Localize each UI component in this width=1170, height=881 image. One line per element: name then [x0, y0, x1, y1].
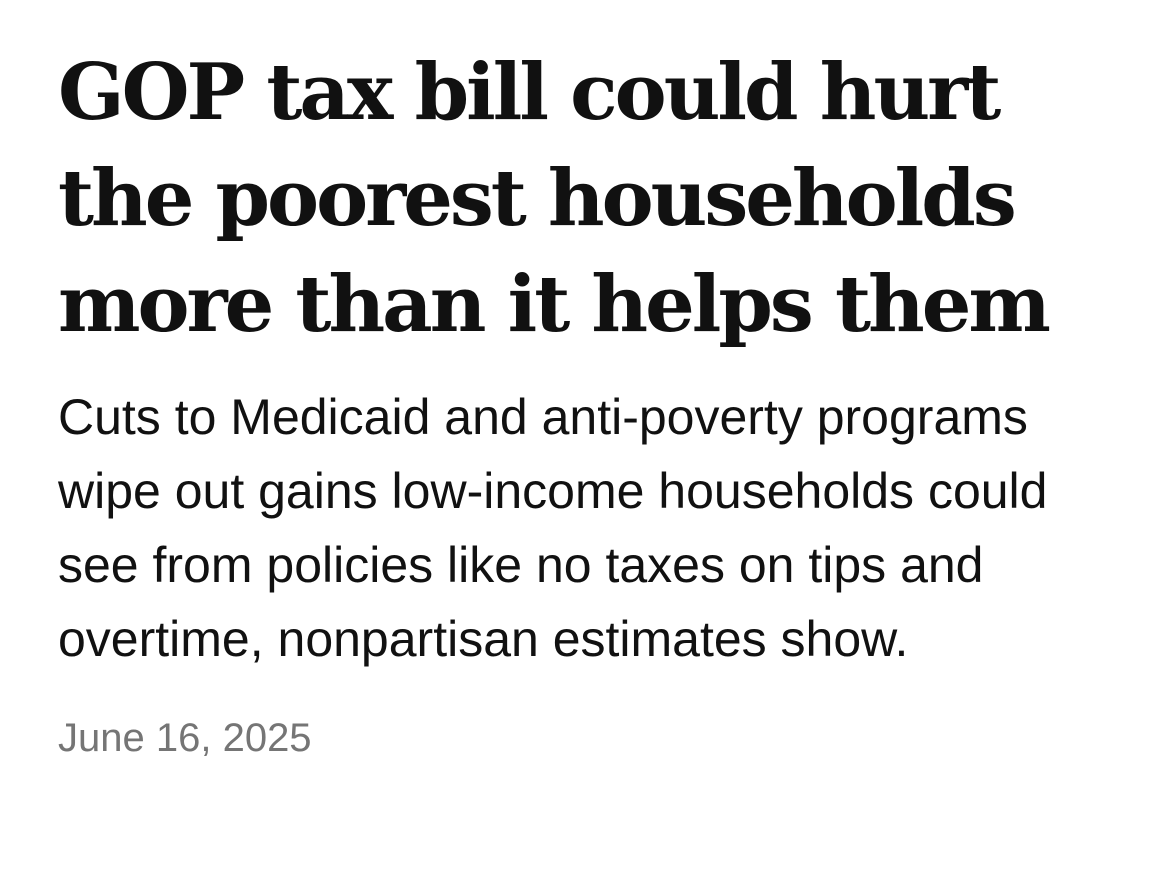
subheadline: Cuts to Medicaid and anti-poverty progra…	[58, 389, 1048, 667]
article-teaser: GOP tax bill could hurt the poorest hous…	[58, 40, 1118, 762]
headline[interactable]: GOP tax bill could hurt the poorest hous…	[58, 47, 1051, 350]
publish-date: June 16, 2025	[58, 716, 312, 760]
